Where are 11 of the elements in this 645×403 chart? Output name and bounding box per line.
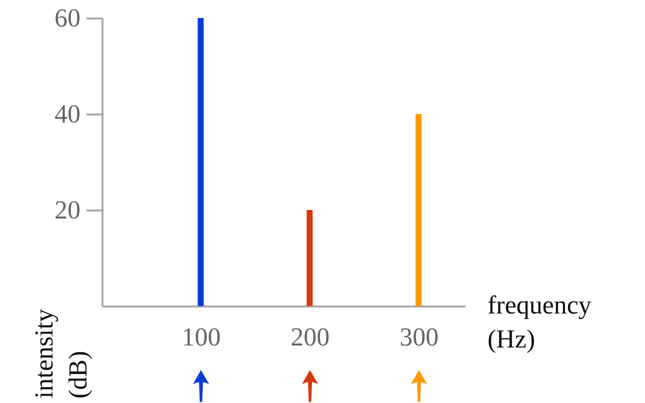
x-axis-title: frequency (Hz) <box>488 290 592 354</box>
y-tick-label: 20 <box>54 196 80 224</box>
x-tick-label: 200 <box>290 322 330 352</box>
bar <box>198 18 204 306</box>
x-tick-label: 100 <box>182 322 221 352</box>
y-tick-label: 40 <box>54 100 80 128</box>
x-tick-label: 300 <box>400 322 439 352</box>
y-tick-label: 60 <box>54 4 80 32</box>
y-axis-title: intensity (dB) <box>30 308 92 398</box>
bar <box>416 114 422 306</box>
bar <box>306 210 313 306</box>
